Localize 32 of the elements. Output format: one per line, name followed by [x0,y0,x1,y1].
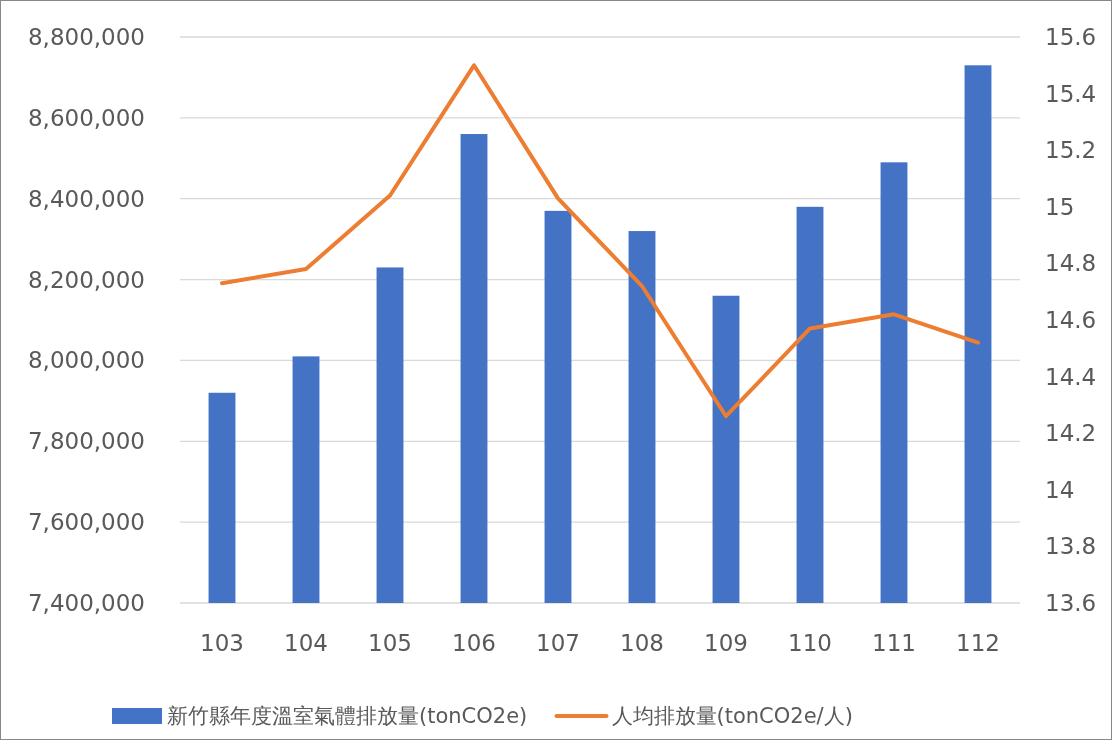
x-tick-label: 112 [956,630,1000,657]
y2-tick-label: 15.4 [1045,80,1097,107]
y-tick-label: 7,600,000 [27,509,145,536]
y-tick-label: 7,800,000 [27,428,145,455]
y-tick-label: 8,400,000 [27,185,145,212]
y-tick-label: 8,000,000 [27,347,145,374]
x-tick-label: 105 [368,630,412,657]
x-tick-label: 104 [284,630,328,657]
x-tick-label: 107 [536,630,580,657]
y-tick-label: 8,600,000 [27,104,145,131]
y2-tick-label: 14.2 [1045,420,1097,447]
legend-label: 新竹縣年度溫室氣體排放量(tonCO2e) [167,704,528,729]
y-tick-label: 7,400,000 [27,590,145,617]
x-tick-label: 110 [788,630,832,657]
y2-tick-label: 15.2 [1045,137,1097,164]
y2-tick-label: 14.8 [1045,250,1097,277]
y2-tick-label: 13.8 [1045,533,1097,560]
y-tick-label: 8,800,000 [27,24,145,51]
y-tick-label: 8,200,000 [27,266,145,293]
line-series [220,63,980,419]
x-tick-label: 106 [452,630,496,657]
y2-tick-label: 14.6 [1045,307,1097,334]
x-tick-label: 108 [620,630,664,657]
y2-tick-label: 14.4 [1045,363,1097,390]
y2-tick-label: 13.6 [1045,590,1097,617]
x-tick-label: 111 [872,630,916,657]
y2-tick-label: 15.6 [1045,24,1097,51]
x-tick-label: 109 [704,630,748,657]
x-tick-label: 103 [200,630,244,657]
y2-tick-label: 15 [1045,193,1075,220]
y2-tick-label: 14 [1045,476,1075,503]
legend-label: 人均排放量(tonCO2e/人) [611,704,853,729]
